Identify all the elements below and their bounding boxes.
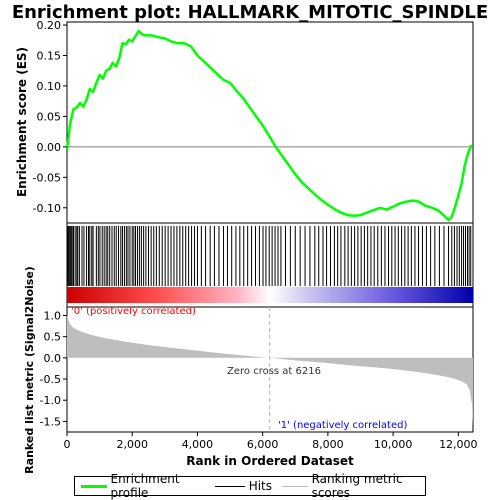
metric-y-axis: 1.0 0.5 0.0 -0.5 -1.0 -1.5 [40,309,67,428]
rank-color-bar [67,287,473,303]
metric-y-tick-label: -1.5 [40,415,61,428]
es-y-tick-label: 0.05 [37,110,62,123]
legend-item-hits: Hits [214,479,273,493]
x-tick-label: 12,000 [439,438,478,451]
legend-item-metric: Ranking metric scores [282,472,425,500]
x-tick-label: 4,000 [182,438,214,451]
hit-marks [66,226,472,286]
negative-label: '1' (negatively correlated) [278,420,407,431]
es-y-tick-label: -0.05 [33,171,61,184]
x-tick-label: 10,000 [374,438,413,451]
es-panel-frame [66,21,474,224]
es-y-tick-label: -0.10 [33,202,61,215]
x-tick-label: 2,000 [116,438,148,451]
x-axis-label: Rank in Ordered Dataset [186,454,354,468]
es-series [65,29,473,222]
metric-y-tick-label: 0.5 [44,331,62,344]
es-y-axis-label: Enrichment score (ES) [15,47,29,197]
es-line [65,29,473,222]
positive-label: '0' (positively correlated) [71,306,196,317]
legend-swatch-enrichment [81,484,107,488]
legend: Enrichment profile Hits Ranking metric s… [74,472,426,500]
metric-y-tick-label: 0.0 [44,352,62,365]
metric-y-tick-label: -1.0 [40,394,61,407]
legend-label-enrichment: Enrichment profile [110,472,180,500]
legend-swatch-hits [214,485,245,487]
x-tick-label: 0 [64,438,71,451]
legend-label-hits: Hits [248,479,273,493]
metric-y-axis-label: Ranked list metric (Signal2Noise) [23,266,36,474]
legend-label-metric: Ranking metric scores [311,472,403,500]
chart-title: Enrichment plot: HALLMARK_MITOTIC_SPINDL… [12,2,488,23]
metric-y-tick-label: -0.5 [40,373,61,386]
legend-swatch-metric [282,485,308,487]
x-tick-label: 8,000 [312,438,344,451]
metric-y-tick-label: 1.0 [44,309,62,322]
x-axis: 0 2,000 4,000 6,000 8,000 10,000 12,000 [64,432,478,451]
legend-item-enrichment: Enrichment profile [81,472,205,500]
x-tick-label: 6,000 [247,438,279,451]
es-y-tick-label: 0.20 [37,19,62,32]
es-y-tick-label: 0.00 [37,141,62,154]
es-y-tick-label: 0.10 [37,80,62,93]
es-y-tick-label: 0.15 [37,50,62,63]
es-y-axis: 0.20 0.15 0.10 0.05 0.00 -0.05 -0.10 [33,19,67,215]
zero-cross-label: Zero cross at 6216 [227,366,321,377]
